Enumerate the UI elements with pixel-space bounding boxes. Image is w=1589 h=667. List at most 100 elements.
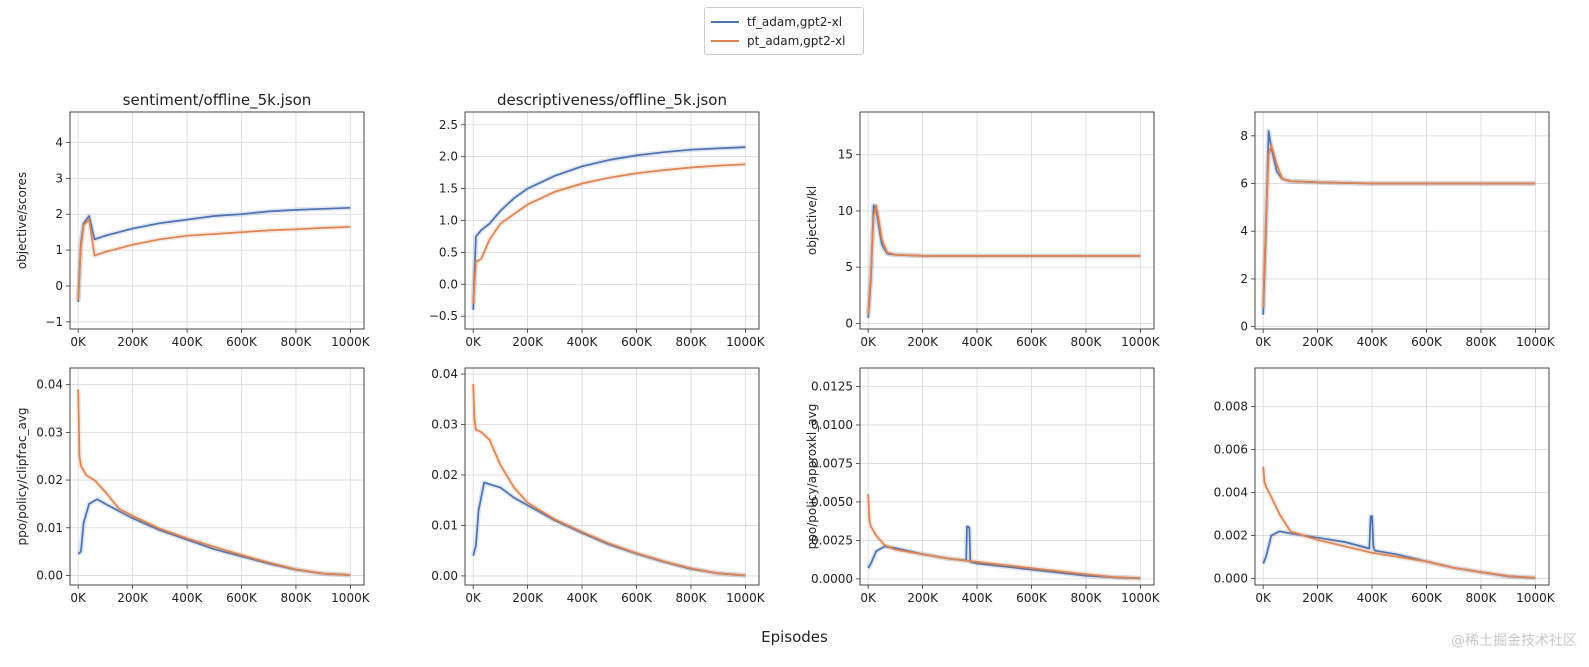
x-tick-label: 600K [1411, 591, 1443, 605]
legend: tf_adam,gpt2-xl pt_adam,gpt2-xl [704, 7, 864, 55]
x-tick-label: 0K [70, 591, 87, 605]
series-band-pt-adam [1260, 142, 1536, 308]
x-tick-label: 400K [1357, 591, 1389, 605]
y-tick-label: 0.01 [36, 521, 63, 535]
y-axis-label: objective/kl [805, 186, 819, 255]
x-tick-label: 800K [676, 591, 708, 605]
x-tick-label: 200K [907, 591, 939, 605]
x-tick-label: 600K [1016, 591, 1048, 605]
subplot-5: 0K 200K 400K 600K 800K 1000K 0.00 0.01 0.02 0.03 0… [15, 367, 371, 605]
y-tick-label: 8 [1240, 129, 1248, 143]
y-tick-label: 1 [55, 243, 63, 257]
plot-frame [69, 111, 365, 330]
series-band-tf-adam [470, 480, 746, 578]
watermark: @稀土掘金技术社区 [1451, 633, 1577, 649]
x-tick-label: 400K [962, 591, 994, 605]
plot-frame [859, 367, 1155, 586]
series-band-tf-adam [865, 202, 1141, 318]
y-tick-label: 0.04 [36, 378, 63, 392]
x-tick-label: 800K [1071, 335, 1103, 349]
y-tick-label: 5 [845, 260, 853, 274]
series-line-pt-adam [472, 163, 746, 304]
x-tick-label: 200K [907, 335, 939, 349]
y-tick-label: 0.00 [431, 569, 458, 583]
y-tick-label: 0 [845, 316, 853, 330]
y-tick-label: 0.01 [431, 518, 458, 532]
y-tick-label: −1 [45, 315, 63, 329]
subplot-8: 0K 200K 400K 600K 800K 1000K 0.000 0.002 0.004 0.… [1214, 367, 1556, 605]
legend-entry-tf-adam: tf_adam,gpt2-xl [711, 12, 857, 31]
y-tick-label: 0.03 [431, 418, 458, 432]
x-tick-label: 1000K [726, 591, 766, 605]
x-tick-label: 200K [512, 591, 544, 605]
y-tick-label: 0.004 [1214, 486, 1248, 500]
y-tick-label: 6 [1240, 177, 1248, 191]
x-tick-label: 200K [117, 591, 149, 605]
x-tick-label: 1000K [1121, 335, 1161, 349]
subplot-6: 0K 200K 400K 600K 800K 1000K 0.00 0.01 0.02 0.03 0… [431, 367, 765, 605]
x-tick-label: 800K [281, 591, 313, 605]
x-tick-label: 0K [860, 335, 877, 349]
x-tick-label: 400K [172, 591, 204, 605]
series-band-tf-adam [470, 144, 746, 310]
x-tick-label: 400K [1357, 335, 1389, 349]
series-line-tf-adam [867, 525, 1141, 580]
x-tick-label: 400K [567, 591, 599, 605]
x-tick-label: 200K [1302, 335, 1334, 349]
x-tick-label: 600K [1411, 335, 1443, 349]
y-tick-label: 4 [1240, 224, 1248, 238]
plot-frame [1254, 367, 1550, 586]
x-tick-label: 1000K [331, 335, 371, 349]
subplot-3: 0K 200K 400K 600K 800K 1000K 0 5 10 15 objective/k… [805, 111, 1161, 349]
series-line-tf-adam [77, 206, 351, 303]
subplot-4: 0K 200K 400K 600K 800K 1000K 0 2 4 6 8 [1240, 111, 1556, 349]
series-line-tf-adam [1262, 515, 1536, 579]
y-tick-label: 10 [838, 204, 853, 218]
series-band-tf-adam [1260, 128, 1536, 315]
subplot-2: 0K 200K 400K 600K 800K 1000K −0.5 0.0 0.5 1.0 1.5 2… [429, 91, 766, 349]
series-band-pt-adam [470, 161, 746, 304]
x-tick-label: 0K [1255, 335, 1272, 349]
x-tick-label: 600K [621, 335, 653, 349]
y-tick-label: 0.006 [1214, 443, 1248, 457]
series-line-pt-adam [77, 389, 351, 576]
y-tick-label: 4 [55, 135, 63, 149]
x-tick-label: 600K [1016, 335, 1048, 349]
y-tick-label: 0.0100 [811, 418, 853, 432]
x-tick-label: 200K [117, 335, 149, 349]
plot-frame [859, 111, 1155, 330]
x-tick-label: 0K [860, 591, 877, 605]
y-tick-label: 0.0125 [811, 379, 853, 393]
y-tick-label: 0.0 [439, 277, 458, 291]
y-axis-label: objective/scores [15, 172, 29, 269]
y-tick-label: 0.5 [439, 245, 458, 259]
y-tick-label: 0.02 [36, 473, 63, 487]
y-tick-label: 2.0 [439, 150, 458, 164]
series-band-pt-adam [865, 202, 1141, 315]
subplot-title: sentiment/offline_5k.json [123, 91, 312, 110]
x-tick-label: 200K [1302, 591, 1334, 605]
series-line-pt-adam [472, 384, 746, 577]
legend-entry-pt-adam: pt_adam,gpt2-xl [711, 31, 857, 50]
series-line-pt-adam [867, 204, 1141, 315]
subplot-7: 0K 200K 400K 600K 800K 1000K 0.0000 0.0025 0.005… [805, 367, 1161, 605]
series-band-tf-adam [75, 205, 351, 303]
y-axis-label: ppo/policy/clipfrac_avg [15, 407, 29, 545]
y-tick-label: 0 [1240, 320, 1248, 334]
y-tick-label: 2 [55, 207, 63, 221]
series-line-tf-adam [1262, 130, 1536, 315]
x-axis-label: Episodes [761, 628, 828, 646]
x-tick-label: 800K [676, 335, 708, 349]
series-band-pt-adam [1260, 466, 1536, 581]
plot-frame [69, 367, 365, 586]
plot-frame [464, 111, 760, 330]
series-line-pt-adam [1262, 466, 1536, 579]
y-tick-label: 0.000 [1214, 572, 1248, 586]
y-tick-label: 0.0000 [811, 572, 853, 586]
x-tick-label: 600K [621, 591, 653, 605]
y-tick-label: 0.02 [431, 468, 458, 482]
x-tick-label: 400K [172, 335, 204, 349]
y-tick-label: 3 [55, 171, 63, 185]
y-tick-label: 0 [55, 279, 63, 293]
